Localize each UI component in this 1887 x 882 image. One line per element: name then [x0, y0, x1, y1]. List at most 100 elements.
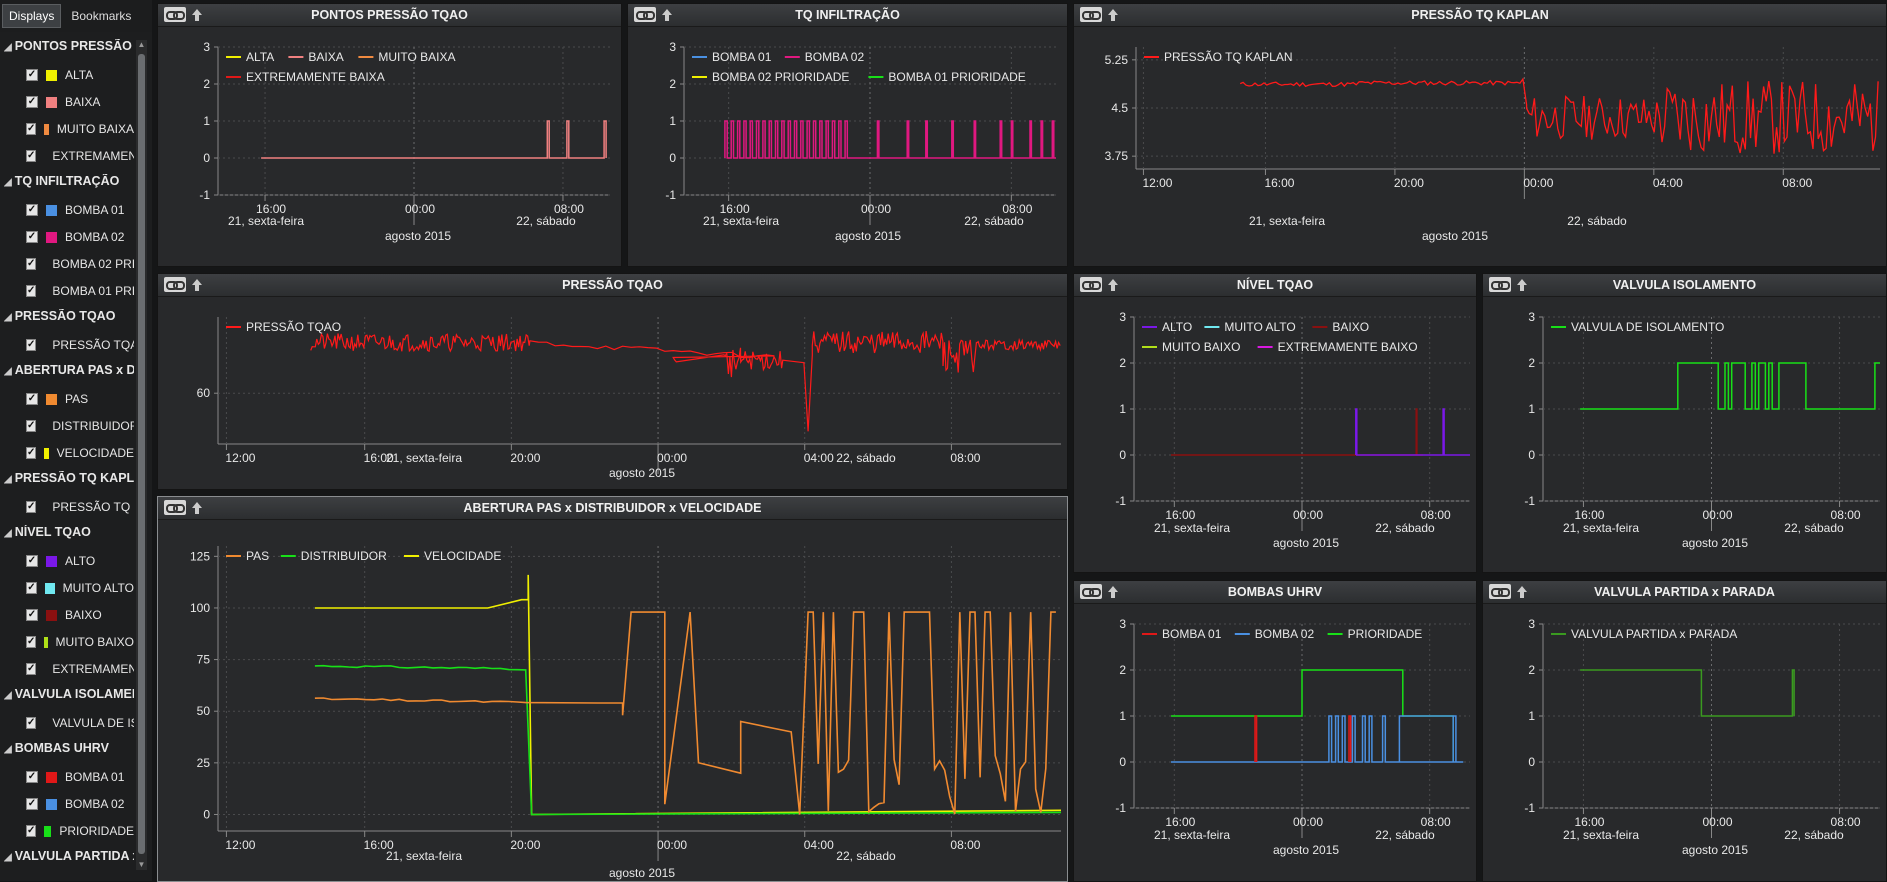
checkbox[interactable]: ✓: [26, 204, 38, 216]
upload-icon[interactable]: [191, 277, 204, 292]
checkbox[interactable]: ✓: [26, 501, 37, 513]
checkbox[interactable]: ✓: [26, 96, 38, 108]
upload-icon[interactable]: [1516, 584, 1529, 599]
chart-panel-uhrv[interactable]: BOMBAS UHRV 3 2 1 0 -1 16:00 00:00 08:00 21, sext…: [1073, 580, 1477, 882]
link-icon[interactable]: [164, 500, 186, 515]
chart-infil[interactable]: 3 2 1 0 -1 16:00 00:00 08:00 21, sexta-feira 22, …: [628, 27, 1067, 266]
chart-panel-tqao[interactable]: PRESSÃO TQAO 60 12:00 16:00 20:00 00:00 04:00 0…: [157, 273, 1068, 490]
tree-item[interactable]: ✓ BOMBA 02 PRIORIDADE: [26, 255, 134, 273]
upload-icon[interactable]: [191, 7, 204, 22]
link-icon[interactable]: [1080, 277, 1102, 292]
chart-panel-nivel[interactable]: NÍVEL TQAO 3 2 1 0 -1 16:00 00:00 08:00 21, sexta…: [1073, 273, 1477, 573]
tree-item[interactable]: ✓ EXTREMAMENTE BAIXA: [26, 147, 134, 165]
expand-triangle-icon[interactable]: ◢: [4, 744, 12, 755]
upload-icon[interactable]: [191, 500, 204, 515]
scroll-thumb[interactable]: [138, 54, 145, 854]
scroll-up-icon[interactable]: ▲: [137, 40, 146, 49]
tree-item[interactable]: ✓ PRESSÃO TQAO: [26, 336, 134, 354]
link-icon[interactable]: [1489, 277, 1511, 292]
chart-tqao[interactable]: 60 12:00 16:00 20:00 00:00 04:00 08:00 21, sext…: [158, 297, 1067, 489]
tree-group[interactable]: ◢ABERTURA PAS x DISTRIBUIDOR x VELOCIDAD…: [4, 363, 134, 383]
upload-icon[interactable]: [1107, 584, 1120, 599]
tree-item[interactable]: ✓ PRIORIDADE: [26, 822, 134, 840]
checkbox[interactable]: ✓: [26, 663, 37, 675]
tab-bookmarks[interactable]: Bookmarks: [71, 9, 132, 23]
tree-item[interactable]: ✓ MUITO ALTO: [26, 579, 134, 597]
expand-triangle-icon[interactable]: ◢: [4, 312, 12, 323]
checkbox[interactable]: ✓: [26, 555, 38, 567]
tree-item[interactable]: ✓ VALVULA DE ISOLAMENTO: [26, 714, 134, 732]
scroll-down-icon[interactable]: ▼: [137, 860, 146, 869]
checkbox[interactable]: ✓: [26, 582, 37, 594]
tree-item[interactable]: ✓ BOMBA 02: [26, 228, 134, 246]
expand-triangle-icon[interactable]: ◢: [4, 366, 12, 377]
chart-panel-abertura[interactable]: ABERTURA PAS x DISTRIBUIDOR x VELOCIDADE…: [157, 496, 1068, 882]
checkbox[interactable]: ✓: [26, 609, 38, 621]
checkbox[interactable]: ✓: [26, 285, 37, 297]
tree-group[interactable]: ◢VALVULA PARTIDA x PARADA: [4, 849, 134, 869]
sidebar-scrollbar[interactable]: ▲ ▼: [136, 40, 147, 870]
tree-item[interactable]: ✓ BOMBA 02: [26, 795, 134, 813]
tree-item[interactable]: ✓ BOMBA 01 PRIORIDADE: [26, 282, 134, 300]
link-icon[interactable]: [1080, 584, 1102, 599]
upload-icon[interactable]: [1107, 7, 1120, 22]
tree-group[interactable]: ◢ BOMBAS UHRV: [4, 741, 134, 761]
expand-triangle-icon[interactable]: ◢: [4, 528, 12, 539]
expand-triangle-icon[interactable]: ◢: [4, 177, 12, 188]
chart-panel-kaplan[interactable]: PRESSÃO TQ KAPLAN 5.25 4.5 3.75 12:00 16:00 20…: [1073, 3, 1887, 267]
expand-triangle-icon[interactable]: ◢: [4, 474, 12, 485]
chart-panel-partida[interactable]: VALVULA PARTIDA x PARADA 3 2 1 0 -1 16:00 00:00…: [1482, 580, 1887, 882]
expand-triangle-icon[interactable]: ◢: [4, 690, 12, 701]
tree-item[interactable]: ✓ VELOCIDADE: [26, 444, 134, 462]
checkbox[interactable]: ✓: [26, 798, 38, 810]
tree-item[interactable]: ✓ PAS: [26, 390, 134, 408]
tree-item[interactable]: ✓ DISTRIBUIDOR: [26, 417, 134, 435]
checkbox[interactable]: ✓: [26, 123, 37, 135]
chart-panel-valvula[interactable]: VALVULA ISOLAMENTO 3 2 1 0 -1 16:00 00:00 08:00 2…: [1482, 273, 1887, 573]
checkbox[interactable]: ✓: [26, 69, 38, 81]
tree-item[interactable]: ✓ BOMBA 01: [26, 768, 134, 786]
link-icon[interactable]: [164, 277, 186, 292]
tree-item[interactable]: ✓ BAIXO: [26, 606, 134, 624]
chart-kaplan[interactable]: 5.25 4.5 3.75 12:00 16:00 20:00 00:00 04:00 08:0…: [1074, 27, 1886, 266]
expand-triangle-icon[interactable]: ◢: [4, 42, 12, 53]
tree-group[interactable]: ◢PRESSÃO TQ KAPLAN: [4, 471, 134, 491]
tab-displays[interactable]: Displays: [2, 4, 62, 28]
tree-item[interactable]: ✓ PRESSÃO TQ KAPLAN: [26, 498, 134, 516]
tree-group[interactable]: ◢ NÍVEL TQAO: [4, 525, 134, 545]
chart-panel-infil[interactable]: TQ INFILTRAÇÃO 3 2 1 0 -1 16:00 00:00 08:00 21, s…: [627, 3, 1068, 267]
tree-item[interactable]: ✓ ALTO: [26, 552, 134, 570]
checkbox[interactable]: ✓: [26, 420, 37, 432]
checkbox[interactable]: ✓: [26, 393, 38, 405]
chart-panel-pontos[interactable]: PONTOS PRESSÃO TQAO 3 2 1 0 -1 16:00 00:00 08:00…: [157, 3, 622, 267]
checkbox[interactable]: ✓: [26, 231, 38, 243]
tree-item[interactable]: ✓ ALTA: [26, 66, 134, 84]
link-icon[interactable]: [634, 7, 656, 22]
link-icon[interactable]: [1080, 7, 1102, 22]
tree-group[interactable]: ◢PONTOS PRESSÃO TQAO: [4, 39, 134, 59]
upload-icon[interactable]: [1107, 277, 1120, 292]
chart-valvula[interactable]: 3 2 1 0 -1 16:00 00:00 08:00 21, sexta-feira 22, …: [1483, 297, 1886, 572]
tree-group[interactable]: ◢ PRESSÃO TQAO: [4, 309, 134, 329]
checkbox[interactable]: ✓: [26, 150, 37, 162]
tree-item[interactable]: ✓ MUITO BAIXO: [26, 633, 134, 651]
upload-icon[interactable]: [1516, 277, 1529, 292]
tree-item[interactable]: ✓ BOMBA 01: [26, 201, 134, 219]
checkbox[interactable]: ✓: [26, 717, 37, 729]
link-icon[interactable]: [1489, 584, 1511, 599]
tree-item[interactable]: ✓ BAIXA: [26, 93, 134, 111]
checkbox[interactable]: ✓: [26, 771, 38, 783]
chart-pontos[interactable]: 3 2 1 0 -1 16:00 00:00 08:00 21, sexta-feira 22, …: [158, 27, 621, 266]
tree-group[interactable]: ◢ TQ INFILTRAÇÃO: [4, 174, 134, 194]
tree-group[interactable]: ◢VALVULA ISOLAMENTO: [4, 687, 134, 707]
tree-item[interactable]: ✓ EXTREMAMENTE BAIXO: [26, 660, 134, 678]
checkbox[interactable]: ✓: [26, 825, 37, 837]
expand-triangle-icon[interactable]: ◢: [4, 852, 12, 863]
checkbox[interactable]: ✓: [26, 447, 37, 459]
chart-uhrv[interactable]: 3 2 1 0 -1 16:00 00:00 08:00 21, sexta-feira 22, …: [1074, 604, 1476, 881]
chart-partida[interactable]: 3 2 1 0 -1 16:00 00:00 08:00 21, sexta-feira 22, …: [1483, 604, 1886, 881]
chart-nivel[interactable]: 3 2 1 0 -1 16:00 00:00 08:00 21, sexta-feira 22, …: [1074, 297, 1476, 572]
link-icon[interactable]: [164, 7, 186, 22]
upload-icon[interactable]: [661, 7, 674, 22]
tree-item[interactable]: ✓ MUITO BAIXA: [26, 120, 134, 138]
